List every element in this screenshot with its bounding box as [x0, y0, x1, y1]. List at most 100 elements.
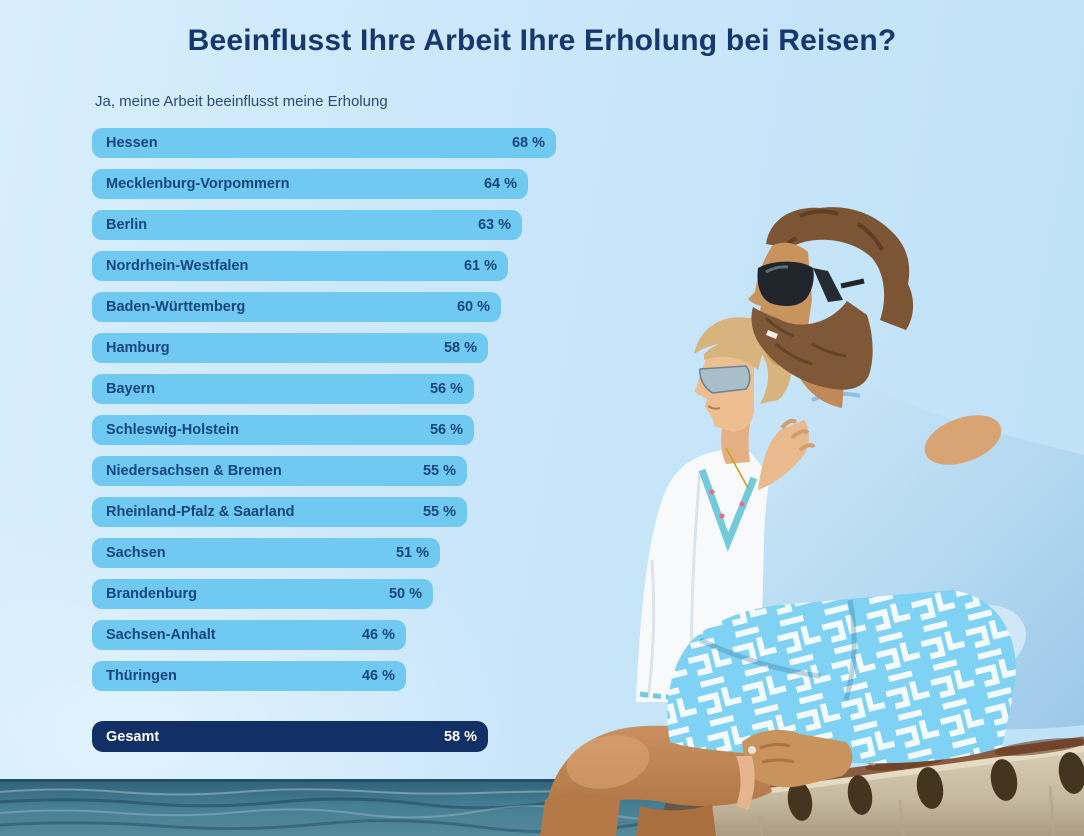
- woman-hand-fingers: [780, 418, 816, 452]
- state-bar: Niedersachsen & Bremen 55 %: [92, 456, 467, 486]
- bar-row: Hamburg 58 %: [92, 333, 556, 374]
- tunic-flower: [709, 489, 715, 495]
- bar-row: Brandenburg 50 %: [92, 579, 556, 620]
- calf: [636, 804, 716, 836]
- woman-hair-front: [704, 340, 764, 370]
- tunic-flower: [719, 513, 725, 519]
- man-sunglasses-temple: [840, 278, 865, 289]
- bar-row: Bayern 56 %: [92, 374, 556, 415]
- man-smile: [766, 330, 778, 339]
- state-label: Hessen: [106, 135, 158, 151]
- bar-row: Hessen 68 %: [92, 128, 556, 169]
- tunic-flower: [739, 501, 745, 507]
- shin: [540, 792, 620, 836]
- woman-sunglasses: [699, 365, 751, 394]
- pier-hole: [847, 775, 873, 815]
- bar-row: Thüringen 46 %: [92, 661, 556, 702]
- pier-grooves: [758, 785, 1056, 836]
- pier-hole: [1058, 752, 1084, 794]
- state-bar: Sachsen-Anhalt 46 %: [92, 620, 406, 650]
- bar-row: Sachsen-Anhalt 46 %: [92, 620, 556, 661]
- state-bar: Mecklenburg-Vorpommern 64 %: [92, 169, 528, 199]
- total-value: 58 %: [443, 728, 477, 745]
- bar-row: Sachsen 51 %: [92, 538, 556, 579]
- state-value: 55 %: [422, 463, 456, 479]
- hand-finger-lines: [759, 742, 795, 764]
- sea-horizon-line: [0, 779, 1084, 782]
- sunglasses-reflection: [765, 265, 789, 274]
- bar-row: Mecklenburg-Vorpommern 64 %: [92, 169, 556, 210]
- state-value: 51 %: [395, 545, 429, 561]
- bar-list: Hessen 68 % Mecklenburg-Vorpommern 64 % …: [92, 128, 556, 702]
- state-bar: Hessen 68 %: [92, 128, 556, 158]
- pier-hole: [787, 781, 813, 821]
- state-value: 68 %: [511, 135, 545, 151]
- beard-texture: [764, 316, 847, 366]
- bar-row: Niedersachsen & Bremen 55 %: [92, 456, 556, 497]
- state-value: 61 %: [463, 258, 497, 274]
- woman-forearm-on-back: [924, 415, 1002, 465]
- state-label: Baden-Württemberg: [106, 299, 246, 315]
- state-value: 60 %: [456, 299, 490, 315]
- pier-hole: [916, 767, 944, 809]
- state-label: Mecklenburg-Vorpommern: [106, 176, 290, 192]
- bar-row: Baden-Württemberg 60 %: [92, 292, 556, 333]
- state-value: 63 %: [477, 217, 511, 233]
- hands: [736, 729, 853, 810]
- state-bar: Berlin 63 %: [92, 210, 522, 240]
- state-label: Sachsen: [106, 545, 166, 561]
- state-label: Bayern: [106, 381, 156, 397]
- state-value: 56 %: [429, 381, 463, 397]
- total-bar: Gesamt 58 %: [92, 721, 488, 752]
- state-label: Brandenburg: [106, 586, 198, 602]
- woman-smile: [707, 405, 721, 410]
- state-value: 50 %: [388, 586, 422, 602]
- chart-subtitle: Ja, meine Arbeit beeinflusst meine Erhol…: [95, 93, 388, 110]
- state-value: 46 %: [361, 627, 395, 643]
- shorts-folds: [698, 599, 857, 701]
- state-label: Berlin: [106, 217, 148, 233]
- state-label: Nordrhein-Westfalen: [106, 258, 249, 274]
- bar-row: Rheinland-Pfalz & Saarland 55 %: [92, 497, 556, 538]
- total-row: Gesamt 58 %: [92, 721, 488, 752]
- state-bar: Bayern 56 %: [92, 374, 474, 404]
- state-value: 55 %: [422, 504, 456, 520]
- state-value: 46 %: [361, 668, 395, 684]
- state-bar: Thüringen 46 %: [92, 661, 406, 691]
- man-shorts: [667, 590, 1016, 764]
- state-label: Thüringen: [106, 668, 177, 684]
- state-label: Sachsen-Anhalt: [106, 627, 216, 643]
- necklace: [725, 447, 749, 489]
- state-bar: Schleswig-Holstein 56 %: [92, 415, 474, 445]
- state-label: Niedersachsen & Bremen: [106, 463, 282, 479]
- total-label: Gesamt: [106, 728, 160, 745]
- state-bar: Brandenburg 50 %: [92, 579, 433, 609]
- state-label: Schleswig-Holstein: [106, 422, 239, 438]
- bar-row: Nordrhein-Westfalen 61 %: [92, 251, 556, 292]
- woman-arm-on-shoulder: [758, 420, 809, 490]
- state-label: Hamburg: [106, 340, 170, 356]
- state-bar: Hamburg 58 %: [92, 333, 488, 363]
- man-sunglasses-side: [813, 268, 843, 302]
- state-bar: Baden-Württemberg 60 %: [92, 292, 501, 322]
- legs: [540, 725, 772, 836]
- state-value: 64 %: [483, 176, 517, 192]
- page-title: Beeinflusst Ihre Arbeit Ihre Erholung be…: [187, 24, 897, 57]
- ring: [748, 746, 756, 754]
- woman-hand-on-pier: [736, 756, 755, 810]
- state-bar: Nordrhein-Westfalen 61 %: [92, 251, 508, 281]
- man-sunglasses-lens: [757, 261, 814, 307]
- state-bar: Rheinland-Pfalz & Saarland 55 %: [92, 497, 467, 527]
- bar-row: Schleswig-Holstein 56 %: [92, 415, 556, 456]
- bar-row: Berlin 63 %: [92, 210, 556, 251]
- state-bar: Sachsen 51 %: [92, 538, 440, 568]
- knee-highlight: [566, 735, 650, 789]
- state-value: 56 %: [429, 422, 463, 438]
- pier-hole: [990, 759, 1018, 801]
- state-label: Rheinland-Pfalz & Saarland: [106, 504, 295, 520]
- pier-rust-patch: [994, 738, 1084, 756]
- state-value: 58 %: [443, 340, 477, 356]
